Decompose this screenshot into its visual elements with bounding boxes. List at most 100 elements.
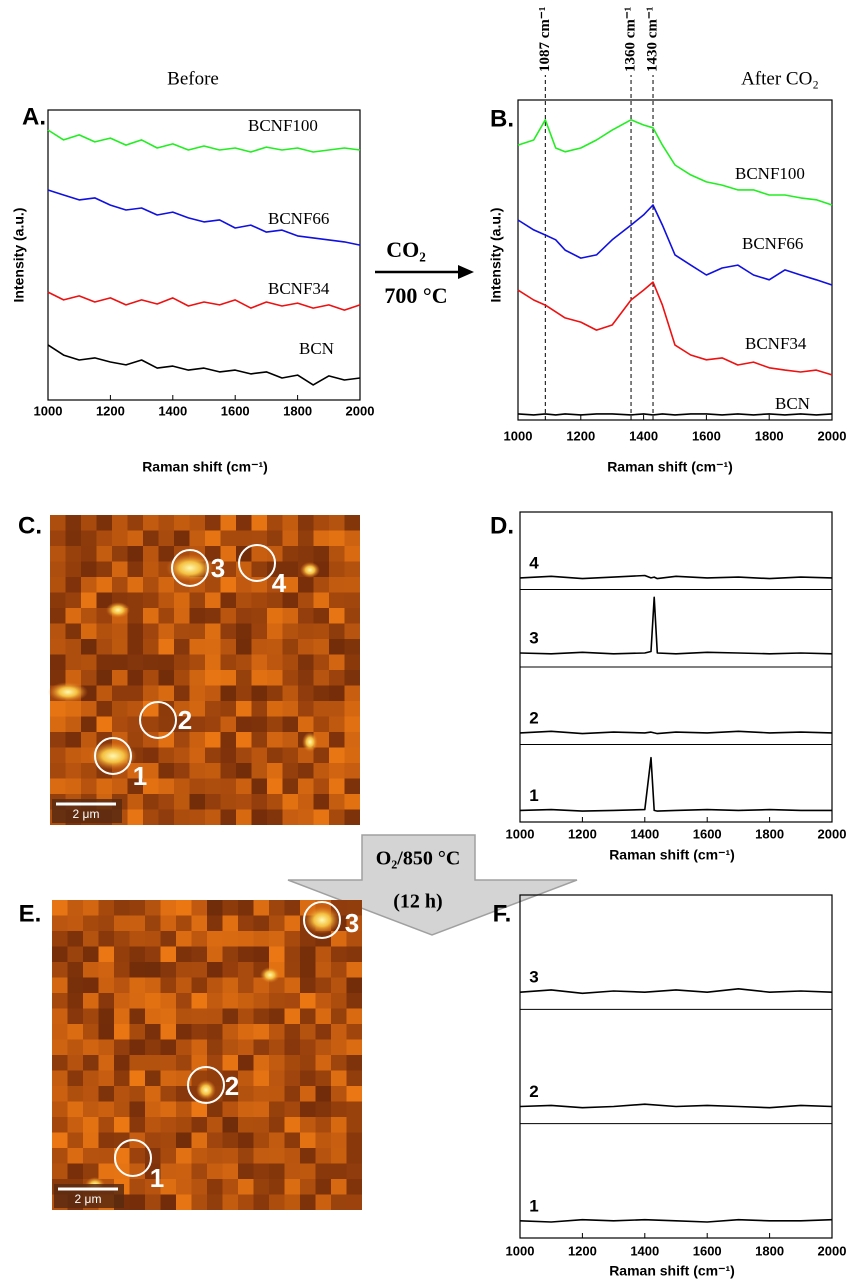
map-pixel	[96, 654, 112, 670]
map-pixel	[267, 763, 283, 779]
map-pixel	[220, 639, 236, 655]
map-pixel	[83, 1086, 99, 1102]
map-pixel	[205, 670, 221, 686]
map-pixel	[50, 639, 66, 655]
map-pixel	[145, 1039, 161, 1055]
map-pixel	[315, 1163, 331, 1179]
map-pixel	[331, 1008, 347, 1024]
map-pixel	[207, 931, 223, 947]
map-pixel	[129, 1024, 145, 1040]
map-pixel	[331, 977, 347, 993]
map-pixel	[96, 577, 112, 593]
map-pixel	[269, 1101, 285, 1117]
map-pixel	[300, 1117, 316, 1133]
x-tick-label: 1400	[630, 1243, 659, 1258]
map-pixel	[191, 962, 207, 978]
map-pixel	[160, 1179, 176, 1195]
map-pixel	[253, 900, 269, 916]
map-pixel	[300, 1039, 316, 1055]
map-pixel	[143, 608, 159, 624]
map-pixel	[251, 670, 267, 686]
map-pixel	[83, 1055, 99, 1071]
map-pixel	[346, 1194, 362, 1210]
map-pixel	[346, 1148, 362, 1164]
spot-label: 1	[150, 1163, 164, 1193]
map-pixel	[238, 962, 254, 978]
x-tick-label: 1200	[568, 1243, 597, 1258]
map-pixel	[282, 639, 298, 655]
map-pixel	[189, 639, 205, 655]
map-pixel	[176, 1101, 192, 1117]
map-pixel	[67, 962, 83, 978]
map-pixel	[98, 1008, 114, 1024]
map-pixel	[329, 623, 345, 639]
map-pixel	[267, 670, 283, 686]
map-pixel	[127, 608, 143, 624]
map-pixel	[236, 809, 252, 825]
map-pixel	[191, 1117, 207, 1133]
map-pixel	[158, 546, 174, 562]
spot-circle	[94, 737, 132, 775]
map-pixel	[174, 747, 190, 763]
series-label: BCNF100	[248, 116, 318, 135]
map-pixel	[329, 530, 345, 546]
map-pixel	[205, 546, 221, 562]
map-pixel	[282, 747, 298, 763]
map-pixel	[207, 1179, 223, 1195]
map-pixel	[129, 1101, 145, 1117]
map-pixel	[315, 1008, 331, 1024]
series-label: BCNF34	[745, 334, 807, 353]
map-pixel	[189, 716, 205, 732]
map-pixel	[176, 1179, 192, 1195]
map-pixel	[158, 654, 174, 670]
map-pixel	[298, 592, 314, 608]
map-pixel	[145, 1194, 161, 1210]
map-pixel	[189, 732, 205, 748]
map-pixel	[282, 608, 298, 624]
map-pixel	[67, 1008, 83, 1024]
map-pixel	[220, 809, 236, 825]
map-pixel	[96, 546, 112, 562]
spot-circle	[171, 549, 209, 587]
map-pixel	[315, 1070, 331, 1086]
map-pixel	[176, 1148, 192, 1164]
x-tick-label: 2000	[818, 1243, 847, 1258]
map-pixel	[98, 946, 114, 962]
map-pixel	[313, 794, 329, 810]
series-label: BCN	[775, 394, 810, 413]
map-pixel	[207, 915, 223, 931]
map-pixel	[96, 670, 112, 686]
map-pixel	[236, 515, 252, 531]
map-pixel	[127, 763, 143, 779]
map-pixel	[129, 993, 145, 1009]
map-pixel	[129, 1070, 145, 1086]
map-pixel	[96, 515, 112, 531]
map-pixel	[50, 747, 66, 763]
map-pixel	[238, 1179, 254, 1195]
series-label: 2	[529, 1082, 538, 1101]
map-pixel	[129, 900, 145, 916]
map-pixel	[282, 716, 298, 732]
map-pixel	[284, 993, 300, 1009]
map-pixel	[98, 931, 114, 947]
map-pixel	[189, 515, 205, 531]
map-pixel	[189, 592, 205, 608]
map-pixel	[98, 1070, 114, 1086]
map-pixel	[267, 577, 283, 593]
map-pixel	[346, 962, 362, 978]
map-pixel	[160, 1070, 176, 1086]
map-pixel	[331, 1117, 347, 1133]
map-pixel	[220, 608, 236, 624]
map-pixel	[158, 747, 174, 763]
series-label: BCNF66	[268, 209, 329, 228]
map-pixel	[344, 577, 360, 593]
map-pixel	[220, 701, 236, 717]
spot-label: 1	[133, 761, 147, 791]
map-pixel	[67, 1117, 83, 1133]
map-pixel	[98, 977, 114, 993]
map-pixel	[236, 670, 252, 686]
spectrum-line	[47, 344, 361, 386]
map-pixel	[65, 623, 81, 639]
map-pixel	[114, 1055, 130, 1071]
map-pixel	[127, 732, 143, 748]
